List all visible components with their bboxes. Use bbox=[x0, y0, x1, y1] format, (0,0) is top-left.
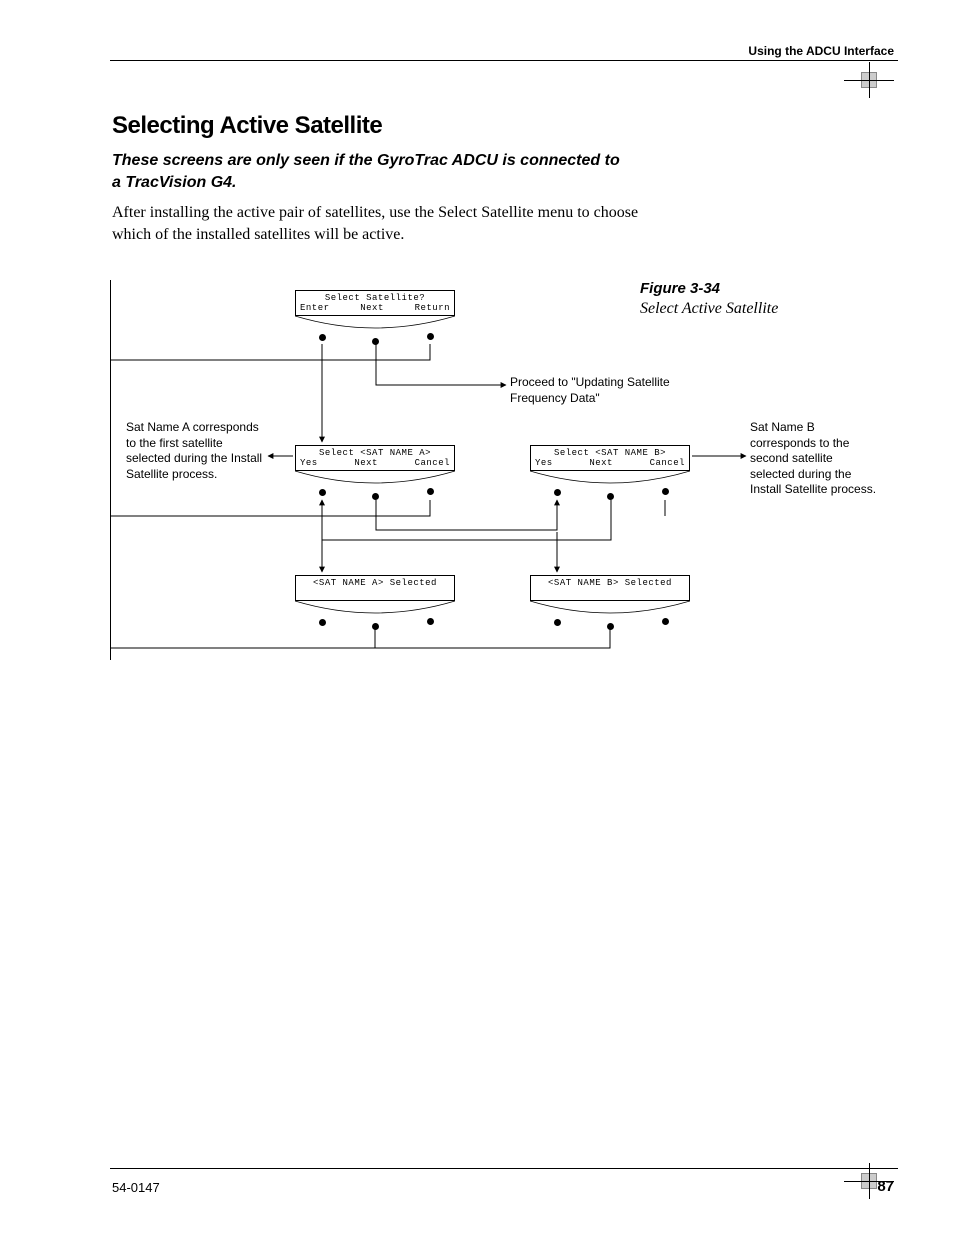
lcd-button-dot bbox=[554, 619, 561, 626]
lcd-bezel bbox=[530, 471, 690, 501]
crop-mark-top bbox=[844, 62, 894, 102]
edge-selA-cancel bbox=[110, 500, 430, 516]
lcd-button-label: Yes bbox=[535, 458, 553, 468]
page-title: Selecting Active Satellite bbox=[112, 112, 382, 140]
lcd-button-label: Next bbox=[360, 303, 384, 313]
edge-selA-next bbox=[376, 500, 557, 530]
lcd-bezel bbox=[295, 471, 455, 501]
crop-mark-bottom bbox=[844, 1163, 894, 1203]
lcd-line1: Select <SAT NAME B> bbox=[531, 446, 689, 458]
lcd-button-label: Cancel bbox=[415, 458, 450, 468]
lcd-button-dot bbox=[372, 493, 379, 500]
edge-confB-under bbox=[375, 628, 610, 648]
lcd-screen-selB: Select <SAT NAME B>Yes Next Cancel bbox=[530, 445, 690, 501]
lcd-button-label: Return bbox=[415, 303, 450, 313]
flowchart-diagram: Select Satellite?Enter Next Return Select <… bbox=[110, 270, 900, 670]
lcd-line1: <SAT NAME B> Selected bbox=[531, 576, 689, 588]
lcd-screen-confB: <SAT NAME B> Selected bbox=[530, 575, 690, 631]
annotation-left: Sat Name A corresponds to the first sate… bbox=[126, 420, 266, 482]
edge-selB-next bbox=[322, 500, 611, 540]
header-rule bbox=[110, 60, 898, 61]
lcd-bezel bbox=[530, 601, 690, 631]
lcd-button-label: Yes bbox=[300, 458, 318, 468]
lcd-button-dot bbox=[372, 623, 379, 630]
lcd-screen-top: Select Satellite?Enter Next Return bbox=[295, 290, 455, 346]
annotation-proceed: Proceed to "Updating Satellite Frequency… bbox=[510, 375, 710, 406]
lcd-button-dot bbox=[607, 493, 614, 500]
lcd-button-dot bbox=[554, 489, 561, 496]
lcd-button-label: Enter bbox=[300, 303, 330, 313]
lcd-button-label: Next bbox=[589, 458, 613, 468]
edge-top-return bbox=[110, 344, 430, 360]
lcd-line1: <SAT NAME A> Selected bbox=[296, 576, 454, 588]
page-subtitle: These screens are only seen if the GyroT… bbox=[112, 150, 632, 193]
lcd-button-dot bbox=[372, 338, 379, 345]
header-section-title: Using the ADCU Interface bbox=[748, 44, 894, 58]
lcd-line1: Select <SAT NAME A> bbox=[296, 446, 454, 458]
lcd-button-dot bbox=[319, 489, 326, 496]
edge-top-next bbox=[376, 344, 506, 385]
lcd-button-dot bbox=[319, 619, 326, 626]
lcd-button-label: Next bbox=[354, 458, 378, 468]
footer-rule bbox=[110, 1168, 898, 1169]
footer-docnum: 54-0147 bbox=[112, 1180, 160, 1195]
lcd-bezel bbox=[295, 316, 455, 346]
lcd-bezel bbox=[295, 601, 455, 631]
body-paragraph: After installing the active pair of sate… bbox=[112, 202, 652, 247]
lcd-button-label: Cancel bbox=[650, 458, 685, 468]
annotation-right: Sat Name B corresponds to the second sat… bbox=[750, 420, 880, 498]
lcd-screen-confA: <SAT NAME A> Selected bbox=[295, 575, 455, 631]
lcd-button-dot bbox=[319, 334, 326, 341]
lcd-screen-selA: Select <SAT NAME A>Yes Next Cancel bbox=[295, 445, 455, 501]
edge-confA-under bbox=[110, 628, 375, 648]
lcd-line1: Select Satellite? bbox=[296, 291, 454, 303]
lcd-button-dot bbox=[607, 623, 614, 630]
